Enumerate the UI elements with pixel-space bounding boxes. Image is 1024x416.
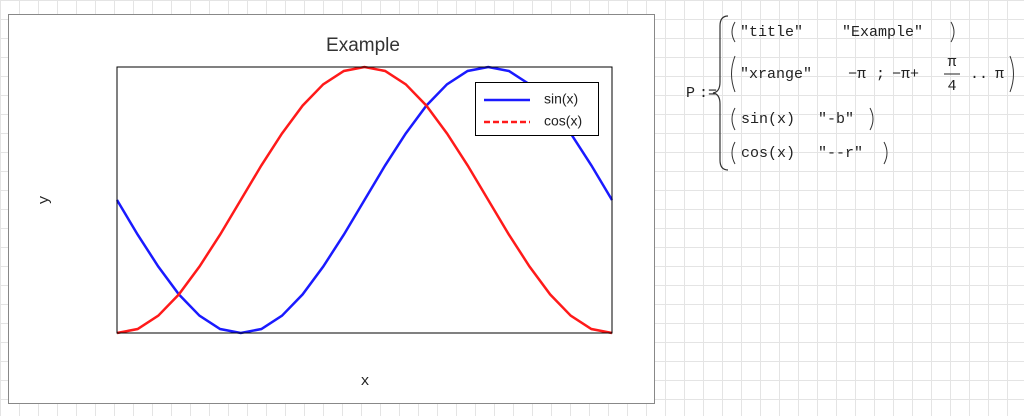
plot-frame	[116, 66, 613, 334]
legend: sin(x) cos(x)	[484, 91, 582, 129]
paren	[731, 55, 1014, 93]
formula: P := "title" "Example" "xrange" −π ; −π+…	[686, 15, 1014, 171]
formula-text: "--r"	[818, 145, 863, 162]
formula-text: "title"	[740, 24, 803, 41]
paren	[731, 21, 955, 43]
formula-variable: P	[686, 85, 695, 102]
legend-box	[475, 82, 599, 136]
formula-text: π	[947, 54, 956, 71]
formula-text: cos(x)	[741, 145, 795, 162]
y-axis-label: y	[36, 195, 53, 204]
formula-text: −π+	[892, 66, 919, 83]
legend-label: cos(x)	[544, 113, 582, 129]
formula-text: ;	[876, 66, 885, 83]
paren	[731, 141, 888, 165]
formula-text: "-b"	[818, 111, 854, 128]
formula-text: −π	[848, 66, 866, 83]
formula-text: "xrange"	[740, 66, 812, 83]
brace	[712, 15, 729, 171]
paren	[731, 107, 874, 131]
legend-label: sin(x)	[544, 91, 578, 107]
plot-region	[8, 14, 655, 404]
formula-text: 4	[947, 78, 956, 95]
formula-text: π	[995, 66, 1004, 83]
formula-text: ..	[970, 66, 988, 83]
chart-title: Example	[326, 35, 400, 56]
formula-text: sin(x)	[741, 111, 795, 128]
x-axis-label: x	[360, 373, 369, 390]
formula-assign: :=	[699, 85, 717, 102]
formula-text: "Example"	[842, 24, 923, 41]
